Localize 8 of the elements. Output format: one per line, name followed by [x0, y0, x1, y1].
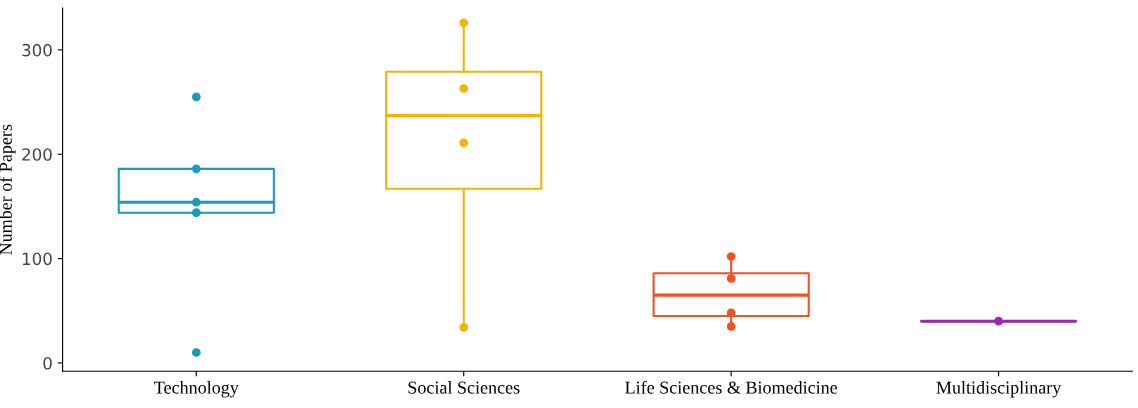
x-tick-label: Life Sciences & Biomedicine	[625, 380, 838, 394]
y-tick-label: 0	[43, 356, 52, 370]
y-tick-label: 200	[22, 148, 52, 161]
y-tick-label: 100	[22, 252, 52, 266]
x-tick-label: Technology	[154, 381, 239, 398]
x-tick-label: Social Sciences	[408, 381, 520, 394]
x-tick-label: Multidisciplinary	[936, 381, 1062, 398]
y-tick-label: 300	[22, 43, 52, 57]
